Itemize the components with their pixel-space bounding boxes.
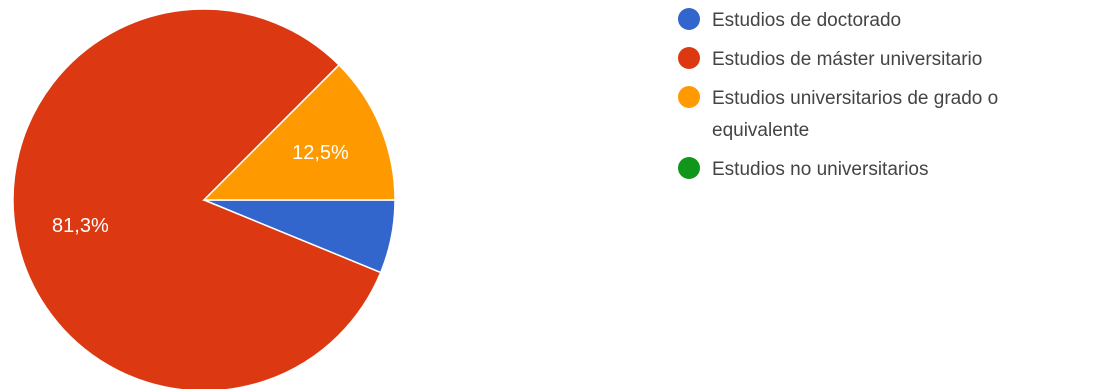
legend: Estudios de doctorado Estudios de máster … [678,8,998,180]
pie-slice-estudios-de-master-universitario[interactable] [12,8,382,389]
legend-swatch [678,8,700,30]
legend-label: equivalente [712,120,809,141]
legend-swatch [678,157,700,179]
pie-slice-estudios-universitarios-de-grado-o-equivalente[interactable] [202,63,396,201]
legend-swatch [678,47,700,69]
legend-item-estudios-de-doctorado[interactable]: Estudios de doctorado [678,8,901,31]
legend-label: Estudios no universitarios [712,159,929,180]
slice-label-estudios-de-master-universitario: 81,3% [52,215,109,237]
legend-label: Estudios de doctorado [712,10,901,31]
legend-item-estudios-universitarios-de-grado-o-equivalente[interactable]: Estudios universitarios de grado o equiva… [678,86,998,141]
legend-label: Estudios de máster universitario [712,49,982,70]
legend-item-estudios-no-universitarios[interactable]: Estudios no universitarios [678,157,929,180]
legend-item-estudios-de-master-universitario[interactable]: Estudios de máster universitario [678,47,982,70]
pie-group: 81,3% 12,5% [12,8,396,389]
slice-label-estudios-universitarios-de-grado-o-equivalente: 12,5% [292,142,349,164]
legend-label: Estudios universitarios de grado o [712,88,998,109]
legend-swatch [678,86,700,108]
